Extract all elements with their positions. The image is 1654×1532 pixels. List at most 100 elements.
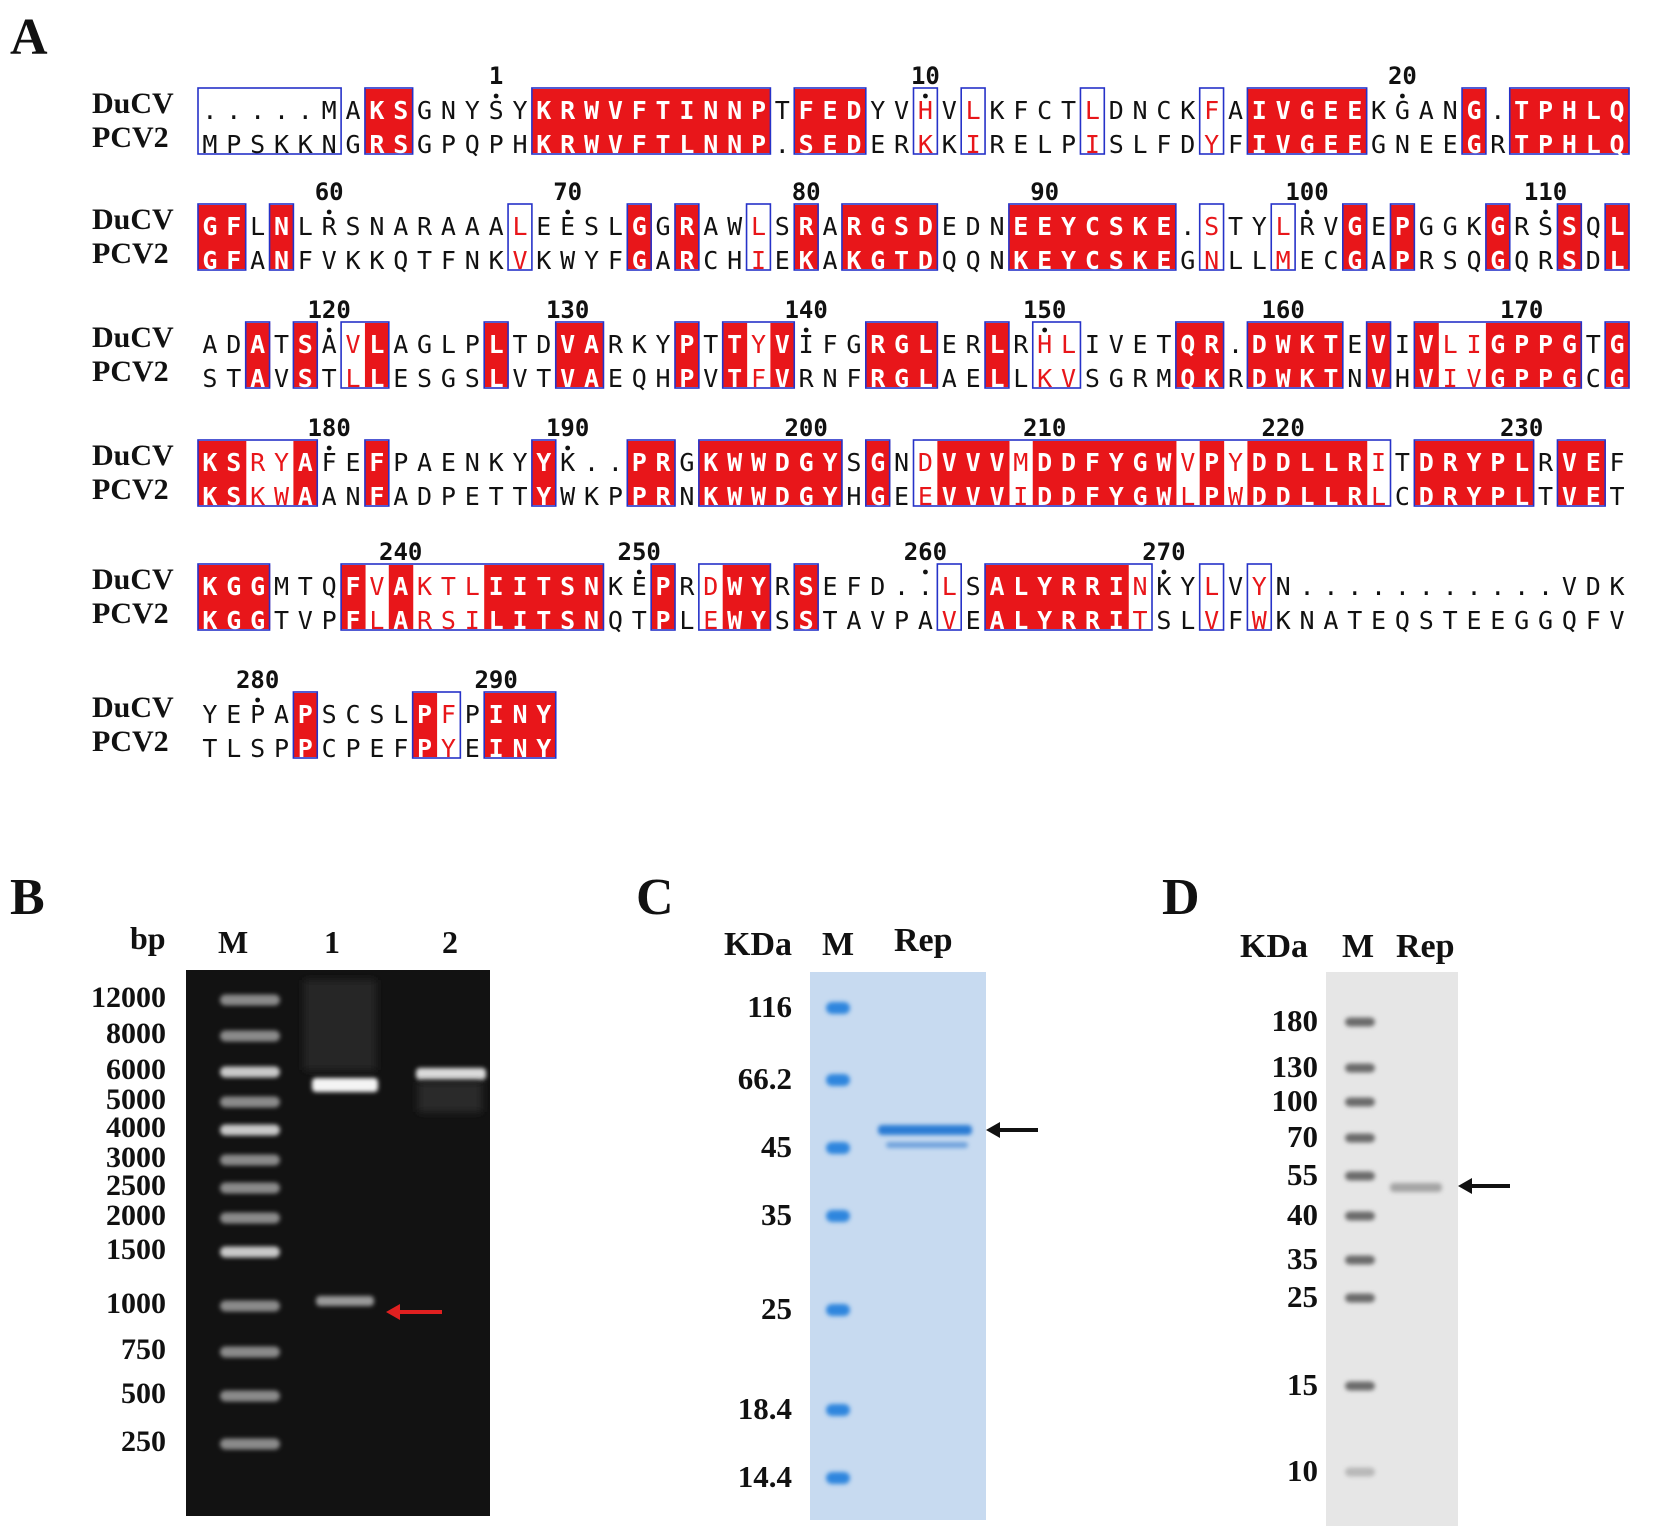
residue: A xyxy=(250,364,265,393)
residue: . xyxy=(1180,212,1195,241)
residue-tick xyxy=(636,569,642,575)
residue: S xyxy=(894,212,909,241)
residue: F xyxy=(345,572,360,601)
sequence-name: DuCV xyxy=(92,87,174,120)
residue: Q xyxy=(1514,246,1529,275)
gel-c-ladder-label: 18.4 xyxy=(737,1390,792,1426)
residue: E xyxy=(942,330,957,359)
residue: R xyxy=(1085,572,1101,601)
residue: T xyxy=(1395,448,1410,477)
residue: A xyxy=(703,212,718,241)
residue-number: 260 xyxy=(904,538,947,566)
residue: G xyxy=(1419,212,1434,241)
residue: H xyxy=(727,246,742,275)
residue: N xyxy=(1133,96,1148,125)
identity-block xyxy=(364,89,390,153)
identity-block xyxy=(1485,205,1511,269)
residue: L xyxy=(512,212,527,241)
residue-number: 100 xyxy=(1285,178,1328,206)
residue: S xyxy=(250,130,265,159)
residue: E xyxy=(560,212,575,241)
similarity-box xyxy=(1198,203,1225,271)
residue: C xyxy=(1586,364,1601,393)
gel-b-ladder-band xyxy=(220,1096,280,1108)
similarity-box xyxy=(1198,563,1225,631)
residue: P xyxy=(417,734,432,763)
identity-block xyxy=(1581,441,1606,505)
residue: P xyxy=(441,482,456,511)
residue: R xyxy=(417,212,433,241)
residue: C xyxy=(1037,96,1052,125)
gel-b-ladder-label: 2000 xyxy=(106,1199,166,1233)
residue: L xyxy=(989,330,1004,359)
residue: E xyxy=(369,734,384,763)
blot-d-lane-m-label: M xyxy=(1342,928,1375,965)
residue: N xyxy=(1276,572,1291,601)
residue: R xyxy=(1443,448,1459,477)
residue: T xyxy=(536,606,551,635)
residue: R xyxy=(679,212,695,241)
identity-block xyxy=(1199,441,1225,505)
blot-d-ladder-band xyxy=(1345,1255,1375,1265)
residue: W xyxy=(584,130,600,159)
residue: V xyxy=(942,606,957,635)
identity-block xyxy=(1008,205,1034,269)
residue: V xyxy=(1466,364,1481,393)
similarity-box xyxy=(292,691,319,759)
residue: K xyxy=(584,482,599,511)
similarity-box xyxy=(1079,87,1106,155)
residue: L xyxy=(441,330,456,359)
residue: N xyxy=(441,96,456,125)
residue: E xyxy=(1347,96,1362,125)
similarity-box xyxy=(531,87,772,155)
residue-number: 240 xyxy=(379,538,422,566)
residue: I xyxy=(489,572,504,601)
residue: G xyxy=(679,448,694,477)
blot-d-ladder-label: 130 xyxy=(1271,1048,1319,1084)
residue: S xyxy=(1443,246,1458,275)
similarity-box xyxy=(698,563,772,631)
identity-block xyxy=(1295,323,1320,387)
identity-block xyxy=(1366,323,1392,387)
similarity-box xyxy=(1008,203,1177,271)
residue: T xyxy=(417,246,432,275)
similarity-box xyxy=(268,203,295,271)
residue: G xyxy=(1109,364,1124,393)
identity-block xyxy=(1318,323,1344,387)
residue-number: 130 xyxy=(546,296,589,324)
blot-d-ladder-band xyxy=(1345,1211,1375,1221)
identity-block xyxy=(484,323,509,387)
residue: E xyxy=(1466,606,1481,635)
panel-d-letter: D xyxy=(1162,869,1200,926)
identity-block xyxy=(1533,323,1559,387)
residue: V xyxy=(608,96,623,125)
residue: Y xyxy=(536,734,551,763)
residue: F xyxy=(369,448,384,477)
residue: . xyxy=(1419,572,1434,601)
gel-b-lane-2-label: 2 xyxy=(442,924,458,960)
similarity-box xyxy=(554,321,605,389)
residue: K xyxy=(560,448,575,477)
residue: T xyxy=(274,606,289,635)
residue: L xyxy=(1252,246,1267,275)
residue: G xyxy=(1562,364,1577,393)
residue: Y xyxy=(1037,606,1052,635)
similarity-box xyxy=(364,439,390,507)
residue: T xyxy=(1514,130,1529,159)
residue: S xyxy=(226,448,241,477)
residue: R xyxy=(1085,606,1101,635)
gel-c-ladder-band xyxy=(826,1142,850,1154)
residue: D xyxy=(1586,246,1601,275)
residue: F xyxy=(751,364,766,393)
residue: I xyxy=(799,330,814,359)
residue: . xyxy=(1514,572,1529,601)
similarity-box xyxy=(1342,203,1368,271)
residue: K xyxy=(799,246,814,275)
residue: S xyxy=(1538,212,1553,241)
similarity-box xyxy=(1365,321,1392,389)
residue: V xyxy=(775,330,790,359)
residue: T xyxy=(512,330,527,359)
identity-block xyxy=(1509,441,1535,505)
residue: E xyxy=(1013,130,1028,159)
identity-block xyxy=(794,205,819,269)
